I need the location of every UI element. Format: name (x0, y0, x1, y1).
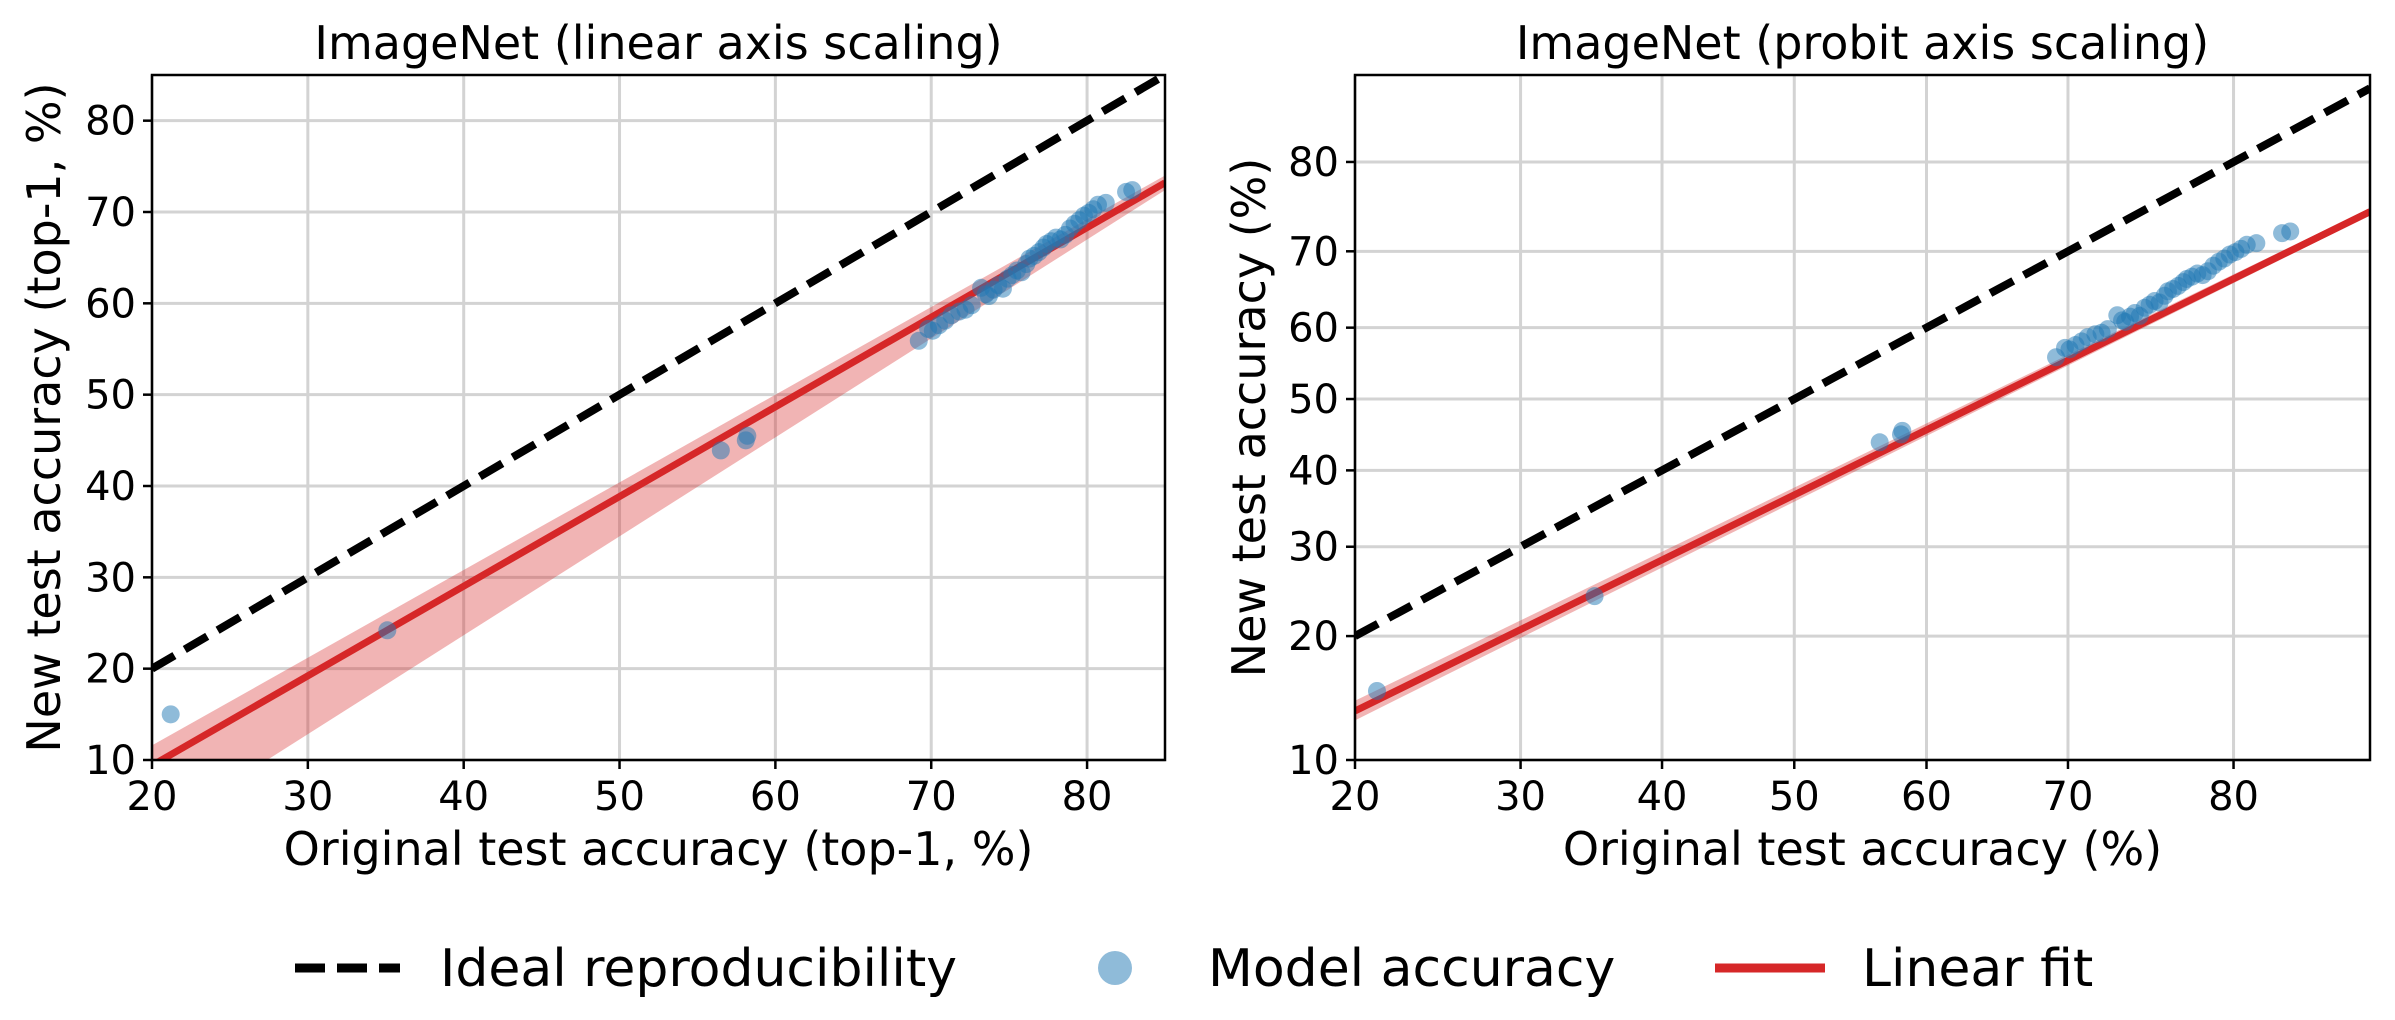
chart-title: ImageNet (linear axis scaling) (314, 16, 1002, 70)
y-tick-label: 80 (85, 99, 136, 145)
x-tick-label: 70 (2043, 774, 2094, 820)
model-accuracy-point (1870, 433, 1889, 452)
model-accuracy-point (962, 296, 981, 315)
x-tick-label: 80 (1062, 774, 1113, 820)
model-accuracy-point (711, 441, 730, 460)
ideal-reproducibility-line (1355, 84, 2370, 640)
model-accuracy-point (1585, 587, 1604, 606)
x-tick-label: 70 (906, 774, 957, 820)
legend: Ideal reproducibility Model accuracy Linea… (295, 939, 2093, 999)
model-accuracy-point (1123, 181, 1142, 200)
y-tick-label: 40 (85, 464, 136, 510)
x-tick-label: 20 (1330, 774, 1381, 820)
ideal-reproducibility-line (152, 75, 1165, 673)
plot-area (1355, 84, 2370, 721)
x-tick-label: 40 (438, 774, 489, 820)
x-tick-label: 60 (750, 774, 801, 820)
x-tick-label: 80 (2208, 774, 2259, 820)
y-tick-label: 40 (1288, 448, 1339, 494)
y-tick-label: 60 (85, 281, 136, 327)
y-tick-label: 10 (1288, 738, 1339, 784)
model-accuracy-point (2098, 320, 2117, 339)
x-tick-label: 30 (1495, 774, 1546, 820)
axes-frame (150, 73, 1167, 762)
y-tick-label: 30 (1288, 525, 1339, 571)
x-tick-label: 30 (282, 774, 333, 820)
y-tick-label: 20 (1288, 614, 1339, 660)
y-tick-label: 70 (1288, 229, 1339, 275)
confidence-band (152, 175, 1165, 760)
chart-title: ImageNet (probit axis scaling) (1516, 16, 2209, 70)
x-tick-label: 50 (594, 774, 645, 820)
plot-area (152, 75, 1165, 760)
y-axis-label: New test accuracy (top-1, %) (17, 82, 71, 752)
legend-label: Linear fit (1862, 939, 2093, 999)
y-tick-label: 10 (85, 738, 136, 784)
model-accuracy-point (1367, 681, 1386, 700)
model-accuracy-point (2281, 222, 2300, 241)
legend-circle-icon (1098, 951, 1132, 985)
x-axis-label: Original test accuracy (top-1, %) (284, 822, 1034, 876)
y-axis-label: New test accuracy (%) (1222, 158, 1276, 678)
model-accuracy-point (161, 705, 180, 724)
model-accuracy-point (378, 621, 397, 640)
axes-frame (1353, 73, 2372, 762)
legend-item: Linear fit (1715, 939, 2093, 999)
y-tick-label: 30 (85, 555, 136, 601)
model-accuracy-point (1096, 193, 1115, 212)
model-accuracy-point (738, 426, 757, 445)
x-tick-label: 60 (1901, 774, 1952, 820)
x-tick-label: 40 (1637, 774, 1688, 820)
x-axis-label: Original test accuracy (%) (1563, 822, 2162, 876)
y-tick-label: 50 (85, 373, 136, 419)
y-tick-label: 20 (85, 647, 136, 693)
y-tick-label: 60 (1288, 306, 1339, 352)
y-tick-label: 80 (1288, 140, 1339, 186)
model-accuracy-point (2247, 234, 2266, 253)
y-tick-label: 70 (85, 190, 136, 236)
legend-item: Model accuracy (1098, 939, 1615, 999)
linear-fit-line (1355, 208, 2370, 715)
legend-label: Ideal reproducibility (440, 939, 957, 999)
x-tick-label: 50 (1769, 774, 1820, 820)
y-tick-label: 50 (1288, 377, 1339, 423)
x-tick-label: 20 (127, 774, 178, 820)
legend-item: Ideal reproducibility (295, 939, 957, 999)
model-accuracy-point (1893, 421, 1912, 440)
legend-label: Model accuracy (1208, 939, 1615, 999)
